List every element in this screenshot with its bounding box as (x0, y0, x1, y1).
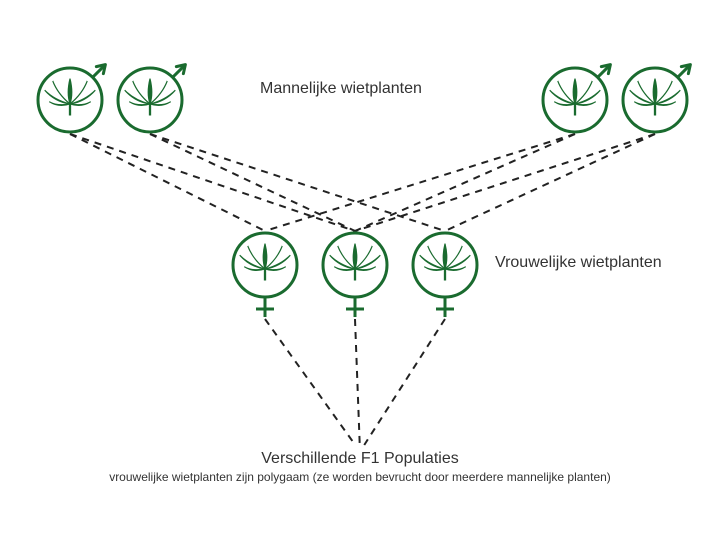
cannabis-leaf-icon (240, 244, 291, 281)
offspring-line (355, 319, 360, 445)
breeding-line (70, 134, 265, 231)
edges-male-to-female (70, 134, 655, 231)
female-plants-row (233, 233, 477, 317)
breeding-line (150, 134, 445, 231)
cannabis-leaf-icon (550, 79, 601, 116)
male-plants-row (38, 65, 690, 132)
breeding-line (150, 134, 355, 231)
breeding-line (265, 134, 575, 231)
breeding-line (355, 134, 575, 231)
cannabis-leaf-icon (630, 79, 681, 116)
male-plant-4 (623, 65, 690, 132)
cannabis-leaf-icon (330, 244, 381, 281)
breeding-line (445, 134, 655, 231)
male-plant-2 (118, 65, 185, 132)
male-plant-3 (543, 65, 610, 132)
female-label: Vrouwelijke wietplanten (495, 254, 662, 272)
cannabis-leaf-icon (45, 79, 96, 116)
cannabis-leaf-icon (125, 79, 176, 116)
female-plant-2 (323, 233, 387, 317)
female-plant-1 (233, 233, 297, 317)
edges-female-to-f1 (265, 319, 445, 445)
offspring-line (265, 319, 355, 445)
offspring-line (364, 319, 445, 445)
cannabis-leaf-icon (420, 244, 471, 281)
f1-subtitle: vrouwelijke wietplanten zijn polygaam (z… (0, 470, 720, 484)
breeding-line (355, 134, 655, 231)
male-plant-1 (38, 65, 105, 132)
male-label: Mannelijke wietplanten (260, 80, 422, 98)
female-plant-3 (413, 233, 477, 317)
f1-title: Verschillende F1 Populaties (0, 450, 720, 468)
